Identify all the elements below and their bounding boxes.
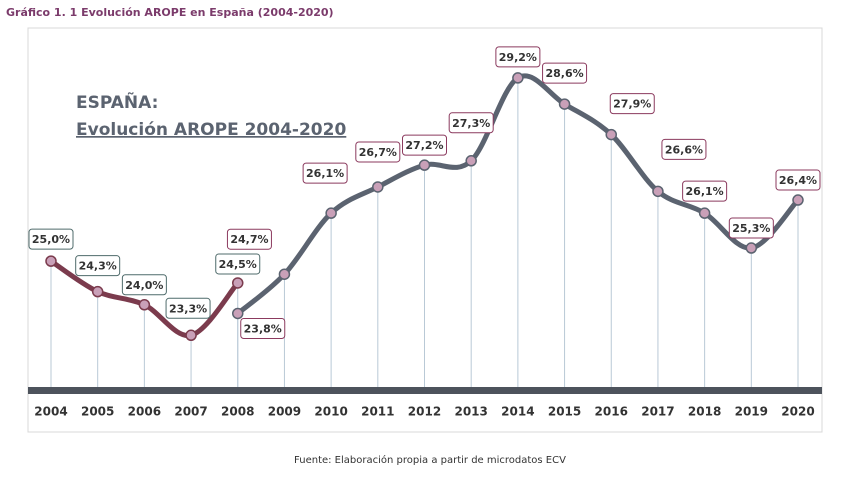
label-box — [661, 138, 707, 160]
data-label: 28,6% — [545, 67, 583, 80]
marker — [325, 207, 337, 219]
marker — [605, 128, 617, 141]
marker — [745, 242, 758, 254]
data-label: 27,3% — [452, 117, 490, 130]
label-box — [240, 317, 286, 339]
chart-title: Gráfico 1. 1 Evolución AROPE en España (… — [6, 6, 334, 19]
data-label: 23,3% — [169, 302, 207, 315]
label-box — [682, 180, 728, 202]
x-tick-label: 2004 — [34, 405, 67, 419]
data-label: 24,5% — [219, 258, 257, 271]
data-label: 24,0% — [125, 279, 163, 292]
label-box — [542, 62, 588, 84]
x-tick-label: 2008 — [221, 405, 254, 419]
label-box — [355, 141, 401, 163]
x-axis — [28, 387, 822, 394]
label-box — [28, 228, 74, 250]
marker — [91, 285, 104, 298]
marker — [372, 181, 384, 193]
annotation: Evolución AROPE 2004-2020 — [76, 120, 346, 140]
marker — [465, 155, 477, 167]
source: Fuente: Elaboración propia a partir de m… — [294, 454, 566, 466]
marker — [792, 194, 804, 206]
x-tick-label: 2006 — [128, 405, 161, 419]
label-box — [448, 112, 494, 134]
label-box — [215, 253, 261, 275]
label-box — [75, 255, 121, 277]
x-tick-label: 2010 — [314, 405, 347, 419]
label-box — [775, 169, 821, 191]
data-label: 24,7% — [230, 233, 268, 246]
marker — [138, 299, 151, 311]
marker — [558, 98, 571, 110]
annotation: ESPAÑA: — [76, 90, 158, 113]
data-label: 26,4% — [779, 174, 817, 187]
label-box — [728, 217, 774, 239]
data-label: 27,2% — [405, 139, 443, 152]
marker — [45, 255, 57, 267]
x-tick-label: 2011 — [361, 405, 394, 419]
marker — [232, 277, 244, 289]
data-label: 23,8% — [244, 322, 282, 335]
x-tick-label: 2016 — [595, 405, 628, 419]
marker — [418, 159, 431, 171]
data-label: 26,7% — [359, 146, 397, 159]
data-label: 25,0% — [32, 233, 70, 246]
x-tick-label: 2014 — [501, 405, 534, 419]
x-tick-label: 2005 — [81, 405, 114, 419]
data-label: 26,6% — [665, 143, 703, 156]
marker — [698, 207, 711, 219]
marker — [512, 72, 524, 84]
label-box — [165, 297, 211, 319]
data-label: 29,2% — [499, 51, 537, 64]
x-tick-label: 2013 — [454, 405, 487, 419]
x-tick-label: 2020 — [781, 405, 814, 419]
label-box — [121, 274, 167, 296]
x-tick-label: 2018 — [688, 405, 721, 419]
plot-frame — [27, 27, 823, 433]
label-box — [402, 134, 447, 156]
label-box — [302, 162, 348, 184]
data-label: 25,3% — [732, 222, 770, 235]
marker — [185, 329, 197, 342]
label-box — [226, 228, 272, 250]
label-box — [495, 46, 541, 68]
x-tick-label: 2017 — [641, 405, 674, 419]
data-label: 26,1% — [686, 185, 724, 198]
x-tick-label: 2009 — [268, 405, 301, 419]
data-label: 27,9% — [613, 98, 651, 111]
x-tick-label: 2015 — [548, 405, 581, 419]
marker — [278, 268, 291, 280]
x-tick-label: 2012 — [408, 405, 441, 419]
x-tick-label: 2019 — [735, 405, 768, 419]
data-label: 26,1% — [306, 167, 344, 180]
label-box — [609, 93, 655, 115]
data-label: 24,3% — [79, 260, 117, 273]
x-tick-label: 2007 — [174, 405, 207, 419]
marker — [232, 307, 244, 320]
marker — [652, 185, 664, 198]
